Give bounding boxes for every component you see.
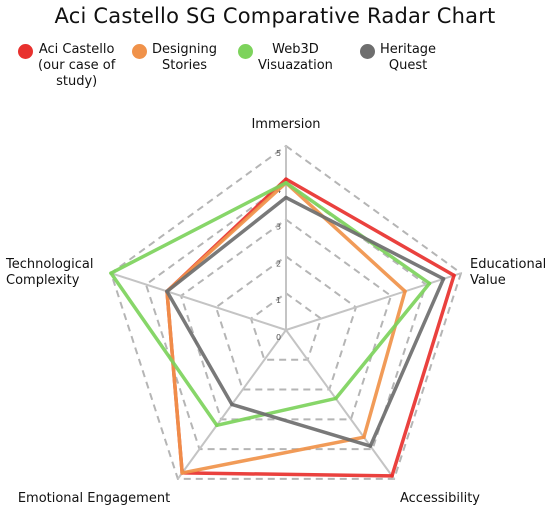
series-point-3-3 <box>333 396 338 401</box>
series-point-3-1 <box>284 181 288 185</box>
legend-swatch-heritage-quest <box>360 44 375 59</box>
series-point-1-2 <box>452 273 456 278</box>
axis-spoke-2 <box>285 272 462 331</box>
series-point-1-3 <box>390 474 394 478</box>
tick-label-1: 1 <box>276 296 281 305</box>
axis-label-5: Technological Complexity <box>5 257 93 288</box>
series-point-1-1 <box>284 177 288 181</box>
tick-label-3: 3 <box>276 223 281 232</box>
axis-label-4: Emotional Engagement <box>18 491 170 506</box>
legend-swatch-aci-castello <box>18 44 33 59</box>
legend-item-web3d: Web3D Visuazation <box>238 42 333 74</box>
legend-item-designing-stories: Designing Stories <box>132 42 217 74</box>
series-point-3-5 <box>109 271 113 275</box>
legend-label-designing-stories: Designing Stories <box>152 42 217 73</box>
series-point-4-5 <box>165 289 169 294</box>
grid-ring-2 <box>214 255 358 391</box>
series-point-4-1 <box>284 195 288 200</box>
grid-ring-4 <box>144 181 428 451</box>
series-line-2 <box>165 181 407 475</box>
series-point-3-4 <box>214 423 219 428</box>
series-point-2-2 <box>403 289 407 294</box>
legend-swatch-web3d <box>238 44 253 59</box>
series-point-2-4 <box>180 471 184 475</box>
legend-swatch-designing-stories <box>132 44 147 59</box>
axis-spoke-3 <box>285 329 395 480</box>
series-line-3 <box>109 181 432 428</box>
axis-label-2: Educational Value <box>470 257 546 288</box>
legend-item-heritage-quest: Heritage Quest <box>360 42 436 74</box>
series-point-4-2 <box>441 277 446 281</box>
axis-label-3: Accessibility <box>400 491 480 506</box>
legend-item-aci-castello: Aci Castello (our case of study) <box>18 42 115 90</box>
tick-label-2: 2 <box>276 259 281 268</box>
chart-title: Aci Castello SG Comparative Radar Chart <box>54 4 496 28</box>
tick-label-0: 0 <box>276 333 281 342</box>
legend-label-web3d: Web3D Visuazation <box>258 42 333 73</box>
series-point-2-3 <box>362 435 366 439</box>
series-point-3-2 <box>427 281 432 286</box>
legend-label-aci-castello: Aci Castello (our case of study) <box>38 42 116 89</box>
series-point-4-4 <box>230 402 234 407</box>
series-point-4-3 <box>368 444 373 448</box>
axis-label-1: Immersion <box>251 117 320 132</box>
axis-spoke-5 <box>110 272 287 331</box>
series-line-4 <box>165 195 446 448</box>
grid-ring-5 <box>109 144 463 480</box>
grid-ring-1 <box>249 291 323 361</box>
legend-label-heritage-quest: Heritage Quest <box>380 42 437 73</box>
tick-label-5: 5 <box>276 149 281 158</box>
